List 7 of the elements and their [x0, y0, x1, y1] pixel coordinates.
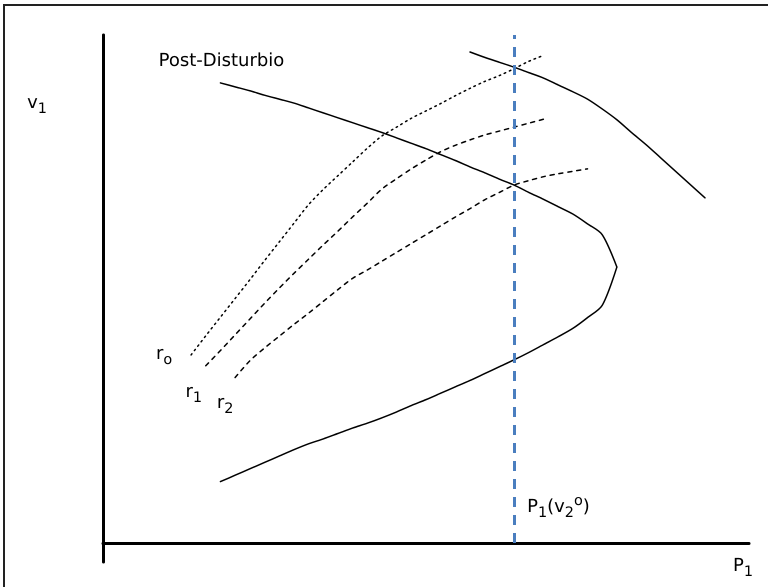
x-axis-title: P$_{1}$ — [732, 555, 754, 580]
annotation: P$_{1}$(v$_{2}$$^{o}$) — [527, 493, 590, 521]
series-label: r$_{2}$ — [216, 392, 234, 416]
y-axis-title: v$_{1}$ — [27, 92, 47, 117]
series-label: r$_{o}$ — [156, 343, 172, 368]
series-label: r$_{1}$ — [185, 380, 202, 406]
series-label: Post-Disturbio — [158, 50, 284, 72]
